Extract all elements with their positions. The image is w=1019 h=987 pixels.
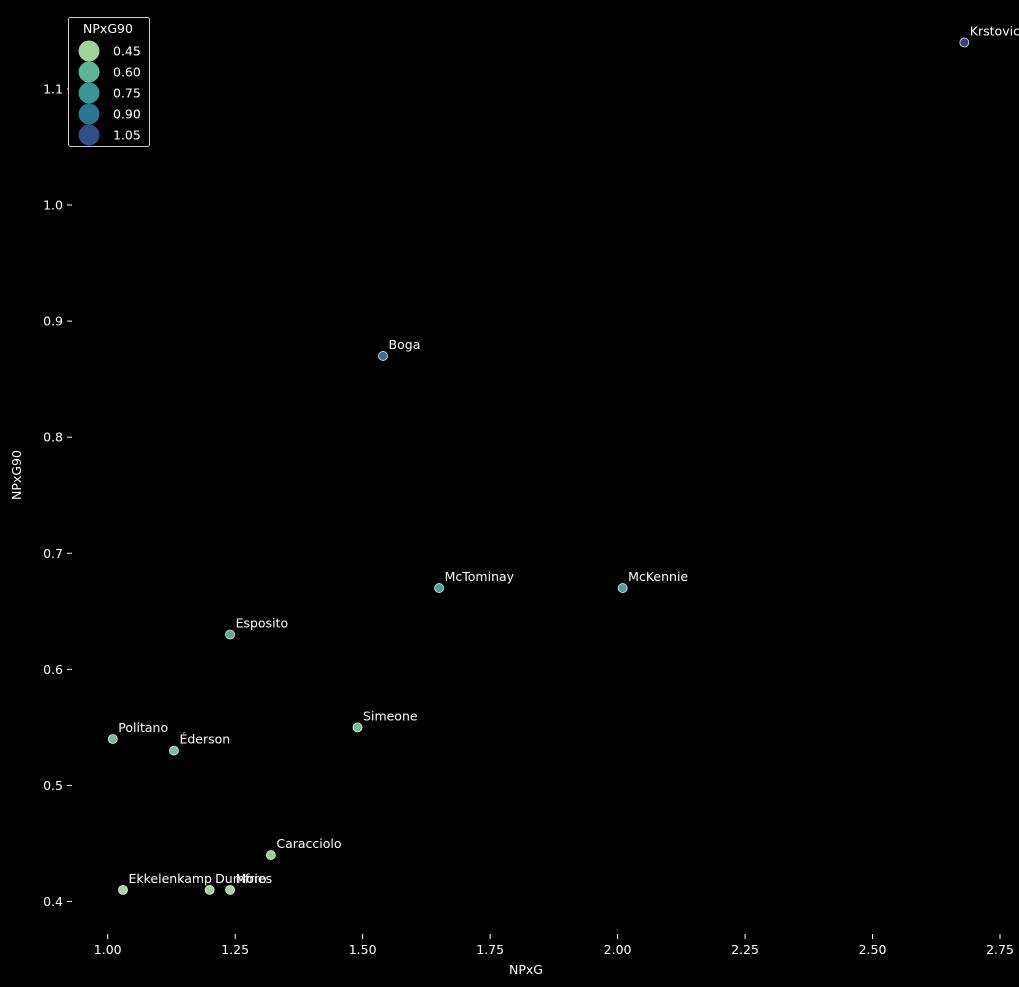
legend-marker <box>78 103 100 125</box>
point-label: Boga <box>389 337 421 352</box>
legend-title: NPxG90 <box>83 21 133 36</box>
data-point <box>225 884 235 895</box>
data-point <box>118 884 128 895</box>
point-label: McTominay <box>445 569 515 584</box>
point-labels: Krstovic Boga McTominay McKennie Esposito Sim… <box>118 24 1019 886</box>
y-axis-label: NPxG90 <box>9 450 24 500</box>
legend: NPxG90 0.45 0.60 0.75 0.90 1.05 <box>68 17 150 147</box>
legend-entries: 0.45 0.60 0.75 0.90 1.05 <box>78 40 141 146</box>
data-point <box>617 583 628 593</box>
y-tick-label: 0.9 <box>43 314 63 329</box>
x-tick-label: 1.75 <box>476 942 504 957</box>
point-label: Caracciolo <box>276 836 341 851</box>
point-label: Dumfries <box>215 871 272 886</box>
point-label: Politano <box>118 720 168 735</box>
legend-marker <box>78 124 100 146</box>
data-point <box>204 884 215 895</box>
x-tick-label: 1.50 <box>349 942 377 957</box>
x-tick-label: 2.75 <box>986 942 1014 957</box>
x-tick-label: 2.00 <box>604 942 632 957</box>
y-tick-label: 1.1 <box>43 81 63 96</box>
data-point <box>225 629 235 640</box>
y-tick-label: 1.0 <box>43 198 63 213</box>
point-label: McKennie <box>628 569 688 584</box>
y-tick-label: 0.6 <box>43 662 63 677</box>
y-tick-label: 0.5 <box>43 778 63 793</box>
data-point <box>352 722 363 733</box>
x-tick-label: 2.50 <box>859 942 887 957</box>
y-tick-label: 0.4 <box>43 894 63 909</box>
x-axis-ticks: 1.00 1.25 1.50 1.75 2.00 2.25 2.50 2.75 <box>94 934 1014 957</box>
data-points <box>107 37 970 895</box>
legend-marker <box>78 82 100 104</box>
legend-entry-label: 0.75 <box>113 86 141 101</box>
point-label: Simeone <box>363 708 418 723</box>
point-label: Krstovic <box>970 24 1019 39</box>
legend-entry-label: 0.60 <box>113 65 141 80</box>
legend-entry-label: 1.05 <box>113 128 141 143</box>
point-label: Esposito <box>236 616 289 631</box>
legend-entry-label: 0.45 <box>113 44 141 59</box>
y-axis-ticks: 0.4 0.5 0.6 0.7 0.8 0.9 1.0 1.1 <box>43 81 72 909</box>
x-tick-label: 2.25 <box>731 942 759 957</box>
data-point <box>959 37 970 48</box>
data-point <box>434 583 445 593</box>
x-tick-label: 1.25 <box>221 942 249 957</box>
x-tick-label: 1.00 <box>94 942 122 957</box>
legend-marker <box>78 40 100 62</box>
data-point <box>378 351 388 361</box>
legend-entry-label: 0.90 <box>113 107 141 122</box>
data-point <box>107 734 118 744</box>
y-tick-label: 0.8 <box>43 430 63 445</box>
point-label: Ekkelenkamp <box>128 871 212 886</box>
legend-marker <box>78 61 100 83</box>
point-label: Moro <box>236 871 267 886</box>
point-label: Éderson <box>179 732 230 747</box>
x-axis-label: NPxG <box>509 962 543 977</box>
data-point <box>265 850 276 860</box>
data-point <box>169 745 179 756</box>
y-tick-label: 0.7 <box>43 546 63 561</box>
